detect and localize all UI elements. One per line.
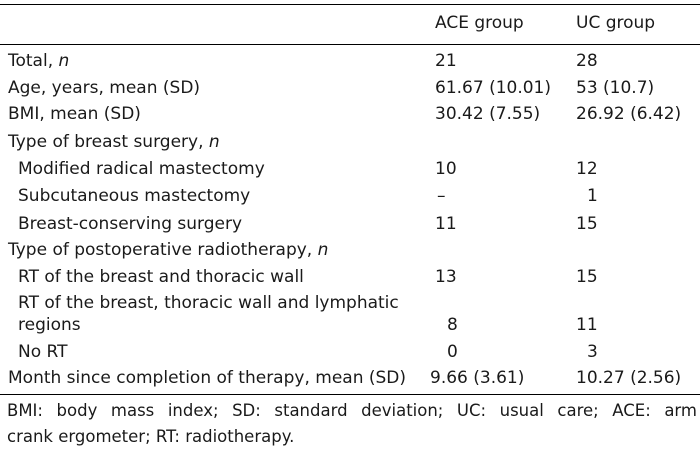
cell-uc: 15 <box>576 267 598 287</box>
row-label-surgery-type: Type of breast surgery, n <box>8 132 220 152</box>
row-label-rt-lymphatic-line2: regions <box>18 315 81 335</box>
cell-uc: 53 (10.7) <box>576 78 655 98</box>
cell-uc: 28 <box>576 51 598 71</box>
row-label-modified-radical: Modified radical mastectomy <box>18 159 265 179</box>
cell-ace: 21 <box>435 51 457 71</box>
row-label-rt-breast-wall: RT of the breast and thoracic wall <box>18 267 304 287</box>
cell-uc: 10.27 (2.56) <box>576 368 682 388</box>
table-footnote: BMI: body mass index; SD: standard devia… <box>7 398 697 450</box>
cell-uc: 26.92 (6.42) <box>576 104 682 124</box>
cell-ace: 11 <box>435 214 457 234</box>
cell-uc: 1 <box>587 186 598 206</box>
cell-ace: – <box>437 186 446 206</box>
header-rule <box>0 44 700 45</box>
cell-uc: 11 <box>576 315 598 335</box>
cell-ace: 61.67 (10.01) <box>435 78 552 98</box>
row-label-breast-conserving: Breast-conserving surgery <box>18 214 243 234</box>
col-header-uc: UC group <box>576 13 656 33</box>
cell-ace: 30.42 (7.55) <box>435 104 541 124</box>
cell-ace: 13 <box>435 267 457 287</box>
row-label-radiotherapy-type: Type of postoperative radiotherapy, n <box>8 240 329 260</box>
footnote-line-1: BMI: body mass index; SD: standard devia… <box>7 401 697 420</box>
cell-uc: 15 <box>576 214 598 234</box>
footnote-line-2: crank ergometer; RT: radiotherapy. <box>7 427 295 446</box>
row-label-bmi: BMI, mean (SD) <box>8 104 141 124</box>
cell-uc: 12 <box>576 159 598 179</box>
cell-uc: 3 <box>587 342 598 362</box>
top-rule <box>0 4 700 5</box>
cell-ace: 8 <box>447 315 458 335</box>
row-label-age: Age, years, mean (SD) <box>8 78 201 98</box>
row-label-rt-lymphatic-line1: RT of the breast, thoracic wall and lymp… <box>18 293 399 313</box>
row-label-months-since-therapy: Month since completion of therapy, mean … <box>8 368 407 388</box>
col-header-ace: ACE group <box>435 13 524 33</box>
row-label-no-rt: No RT <box>18 342 68 362</box>
bottom-rule <box>0 394 700 395</box>
row-label-total: Total, n <box>8 51 70 71</box>
cell-ace: 0 <box>447 342 458 362</box>
cell-ace: 10 <box>435 159 457 179</box>
row-label-subcutaneous: Subcutaneous mastectomy <box>18 186 251 206</box>
cell-ace: 9.66 (3.61) <box>430 368 525 388</box>
